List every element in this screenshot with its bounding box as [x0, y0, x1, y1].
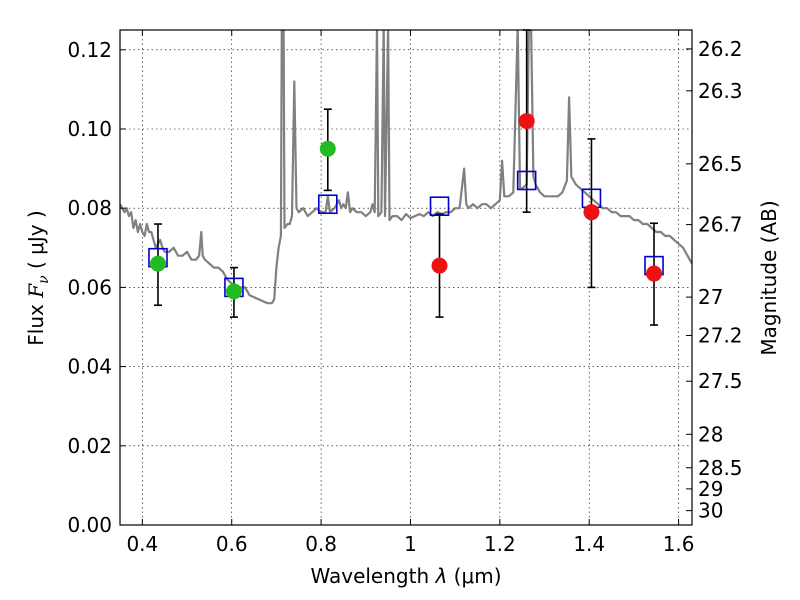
observed-markers	[149, 113, 663, 300]
y2-tick-label: 28.5	[698, 456, 743, 480]
y-axis-label: Flux Fν ( μJy )	[24, 210, 52, 345]
x-tick-label: 1.4	[573, 532, 605, 556]
model-spectrum	[120, 30, 692, 305]
y-axis-ticks: 0.00 0.02 0.04 0.06 0.08 0.10 0.12	[67, 38, 126, 537]
y2-tick-label: 27.5	[698, 369, 743, 393]
model-photometry-square	[317, 194, 338, 215]
x-axis-ticks: 0.4 0.6 0.8 1 1.2 1.4 1.6	[126, 30, 695, 556]
y2-tick-label: 29	[698, 477, 723, 501]
observed-point-green	[225, 283, 242, 300]
observed-point-green	[149, 255, 166, 272]
y2-tick-label: 27.2	[698, 323, 743, 347]
x-tick-label: 0.8	[305, 532, 337, 556]
x-tick-label: 0.4	[126, 532, 158, 556]
y2-tick-label: 26.7	[698, 213, 743, 237]
y-tick-label: 0.06	[67, 275, 112, 299]
y2-tick-label: 26.3	[698, 79, 743, 103]
observed-point-green	[319, 140, 336, 157]
y2-tick-label: 26.5	[698, 152, 743, 176]
x-tick-label: 1.6	[663, 532, 695, 556]
grid	[120, 30, 692, 526]
y-tick-label: 0.12	[67, 38, 112, 62]
y2-axis-label: Magnitude (AB)	[757, 200, 781, 355]
y2-tick-label: 27	[698, 285, 723, 309]
y-tick-label: 0.04	[67, 355, 112, 379]
y2-tick-label: 30	[698, 499, 723, 523]
x-tick-label: 1	[404, 532, 417, 556]
observed-point-red	[518, 113, 535, 130]
y-tick-label: 0.02	[67, 434, 112, 458]
observed-point-red	[646, 265, 663, 282]
y-tick-label: 0.10	[67, 117, 112, 141]
observed-point-red	[431, 257, 448, 274]
y2-tick-label: 28	[698, 422, 723, 446]
model-photometry-square	[516, 170, 537, 191]
y-tick-label: 0.08	[67, 196, 112, 220]
plot-frame	[119, 29, 693, 526]
plot-area	[120, 30, 692, 525]
x-tick-label: 0.6	[216, 532, 248, 556]
model-photometry-square	[429, 196, 450, 217]
observed-point-red	[583, 204, 600, 221]
y2-tick-label: 26.2	[698, 37, 743, 61]
x-tick-label: 1.2	[484, 532, 516, 556]
y-tick-label: 0.00	[67, 513, 112, 537]
x-axis-label: Wavelength λ (μm)	[310, 564, 501, 588]
spectrum-line	[120, 30, 692, 305]
